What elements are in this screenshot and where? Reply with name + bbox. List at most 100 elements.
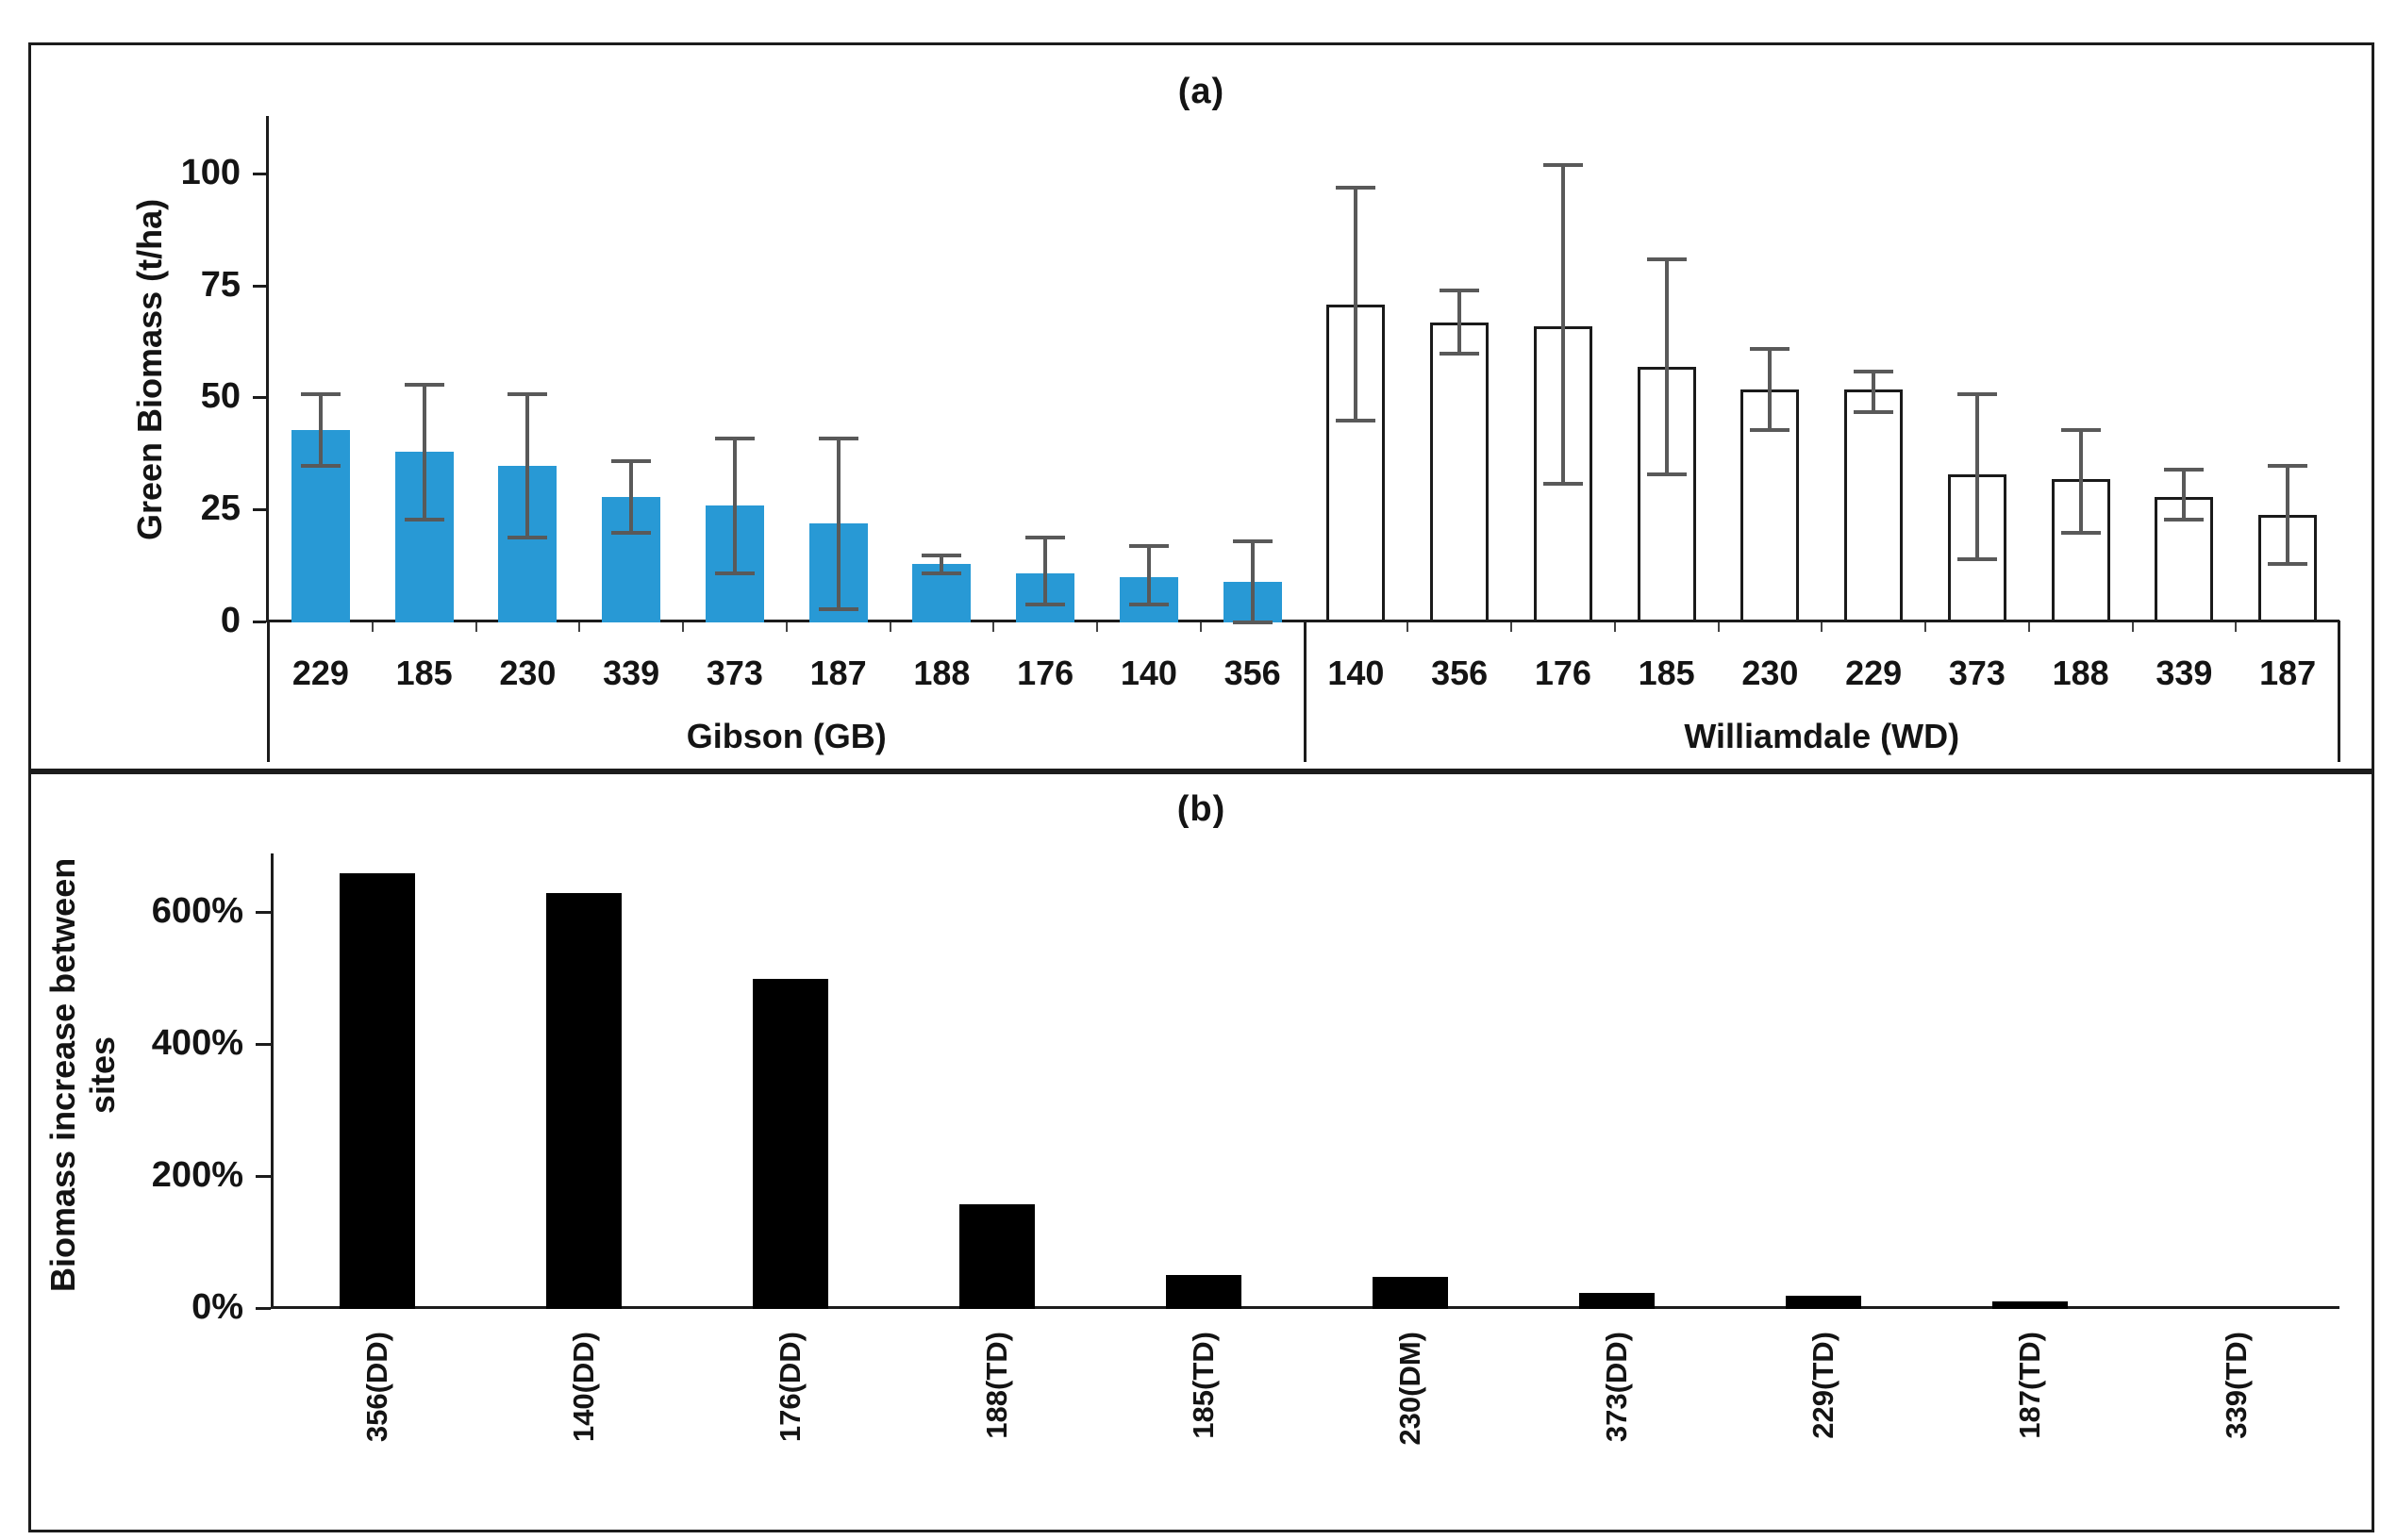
panel-b-y-axis	[271, 853, 274, 1309]
panel-a: (a)	[28, 42, 2374, 771]
error-bar-cap-bottom-185	[1646, 472, 1687, 477]
error-bar-line-188	[2078, 429, 2083, 533]
error-bar-cap-top-185	[404, 383, 444, 388]
bar-williamdale-229	[1844, 389, 1904, 622]
error-bar-line-356	[1250, 541, 1255, 622]
error-bar-line-176	[1043, 537, 1048, 604]
panel-a-x-boundary-tick	[1407, 622, 1409, 632]
error-bar-line-187	[836, 439, 841, 609]
error-bar-cap-bottom-185	[404, 517, 444, 522]
panel-b-x-tick-label: 176(DD)	[773, 1332, 807, 1443]
panel-a-x-tick-label: 176	[1534, 654, 1591, 692]
error-bar-line-373	[732, 439, 737, 573]
panel-a-x-boundary-tick	[2131, 622, 2134, 632]
error-bar-cap-top-356	[1440, 289, 1480, 293]
panel-b-x-tick-label: 185(TD)	[1186, 1332, 1220, 1439]
panel-a-y-axis	[266, 116, 269, 622]
error-bar-line-185	[1664, 259, 1669, 475]
error-bar-cap-bottom-188	[922, 571, 962, 575]
error-bar-cap-bottom-140	[1128, 602, 1169, 606]
panel-b-x-axis	[271, 1306, 2339, 1309]
error-bar-cap-top-356	[1232, 539, 1273, 544]
error-bar-cap-top-229	[1854, 369, 1894, 373]
error-bar-cap-bottom-229	[300, 463, 341, 468]
panel-b-x-tick-label: 187(TD)	[2012, 1332, 2046, 1439]
bar-b-229(TD)	[1785, 1296, 1861, 1309]
panel-b-y-tick	[256, 911, 271, 914]
panel-a-x-boundary-tick	[2027, 622, 2030, 632]
panel-a-x-boundary-tick	[992, 622, 995, 632]
error-bar-line-188	[940, 555, 944, 573]
error-bar-cap-bottom-230	[508, 535, 548, 539]
error-bar-cap-top-188	[2060, 427, 2101, 432]
panel-b-x-tick-label: 356(DD)	[359, 1332, 393, 1443]
panel-a-x-boundary-tick	[1096, 622, 1098, 632]
panel-a-y-tick-label: 100	[180, 152, 241, 192]
bar-b-185(TD)	[1165, 1274, 1241, 1309]
error-bar-cap-top-230	[508, 391, 548, 396]
error-bar-line-229	[1872, 371, 1876, 412]
error-bar-line-185	[422, 385, 426, 520]
panel-a-x-boundary-tick	[1821, 622, 1823, 632]
error-bar-cap-top-185	[1646, 257, 1687, 262]
panel-b-y-tick	[256, 1307, 271, 1310]
bar-b-356(DD)	[339, 873, 415, 1309]
panel-a-x-tick-label: 230	[1741, 654, 1799, 692]
panel-a-x-boundary-tick	[682, 622, 684, 632]
panel-b-x-tick-label: 339(TD)	[2219, 1332, 2253, 1439]
panel-a-x-boundary-tick	[371, 622, 374, 632]
panel-a-x-tick-label: 140	[1327, 654, 1385, 692]
panel-b-y-tick	[256, 1175, 271, 1178]
group-label-gibson: Gibson (GB)	[686, 717, 887, 755]
panel-a-x-tick-label: 339	[2156, 654, 2213, 692]
panel-a-y-tick	[253, 172, 266, 175]
panel-b: (b)	[28, 771, 2374, 1532]
error-bar-line-140	[1354, 188, 1358, 422]
error-bar-cap-bottom-187	[2268, 562, 2308, 567]
error-bar-cap-bottom-176	[1025, 602, 1066, 606]
panel-a-y-tick	[253, 621, 266, 623]
error-bar-cap-bottom-339	[611, 530, 652, 535]
error-bar-line-176	[1560, 165, 1565, 484]
error-bar-cap-bottom-339	[2164, 517, 2205, 522]
panel-a-title: (a)	[1177, 72, 1225, 111]
error-bar-cap-top-176	[1025, 535, 1066, 539]
panel-a-x-boundary-tick	[474, 622, 477, 632]
panel-a-x-tick-label: 187	[809, 654, 867, 692]
error-bar-cap-top-176	[1542, 163, 1583, 168]
group-divider	[267, 621, 270, 762]
error-bar-line-356	[1457, 290, 1462, 354]
panel-a-x-boundary-tick	[1924, 622, 1926, 632]
panel-a-x-tick-label: 140	[1120, 654, 1177, 692]
panel-b-y-axis-label: Biomass increase between sites	[43, 857, 122, 1293]
group-divider	[2338, 621, 2340, 762]
bar-b-230(DM)	[1372, 1277, 1448, 1309]
error-bar-line-230	[1768, 349, 1773, 430]
panel-b-x-tick-label: 230(DM)	[1392, 1332, 1426, 1446]
panel-a-x-tick-label: 176	[1017, 654, 1074, 692]
panel-a-x-tick-label: 229	[1845, 654, 1903, 692]
panel-a-x-tick-label: 356	[1431, 654, 1489, 692]
error-bar-line-229	[318, 393, 323, 466]
panel-a-x-boundary-tick	[1717, 622, 1720, 632]
error-bar-cap-top-187	[2268, 463, 2308, 468]
panel-a-x-tick-label: 373	[1948, 654, 2006, 692]
panel-b-y-tick-label: 400%	[151, 1023, 243, 1063]
error-bar-line-339	[2182, 470, 2187, 520]
error-bar-cap-bottom-356	[1232, 621, 1273, 624]
panel-a-x-boundary-tick	[1510, 622, 1512, 632]
panel-a-x-boundary-tick	[1613, 622, 1616, 632]
panel-a-x-boundary-tick	[785, 622, 788, 632]
bar-b-188(TD)	[958, 1204, 1035, 1309]
error-bar-cap-top-230	[1750, 347, 1790, 352]
panel-b-x-tick-label: 188(TD)	[979, 1332, 1013, 1439]
error-bar-cap-top-140	[1336, 186, 1376, 190]
error-bar-cap-bottom-373	[714, 571, 755, 575]
error-bar-cap-top-187	[818, 437, 858, 441]
error-bar-cap-top-188	[922, 553, 962, 557]
panel-a-x-tick-label: 187	[2259, 654, 2317, 692]
panel-b-y-tick-label: 600%	[151, 891, 243, 931]
error-bar-cap-top-339	[611, 458, 652, 463]
panel-a-x-boundary-tick	[1199, 622, 1202, 632]
error-bar-cap-top-339	[2164, 468, 2205, 472]
